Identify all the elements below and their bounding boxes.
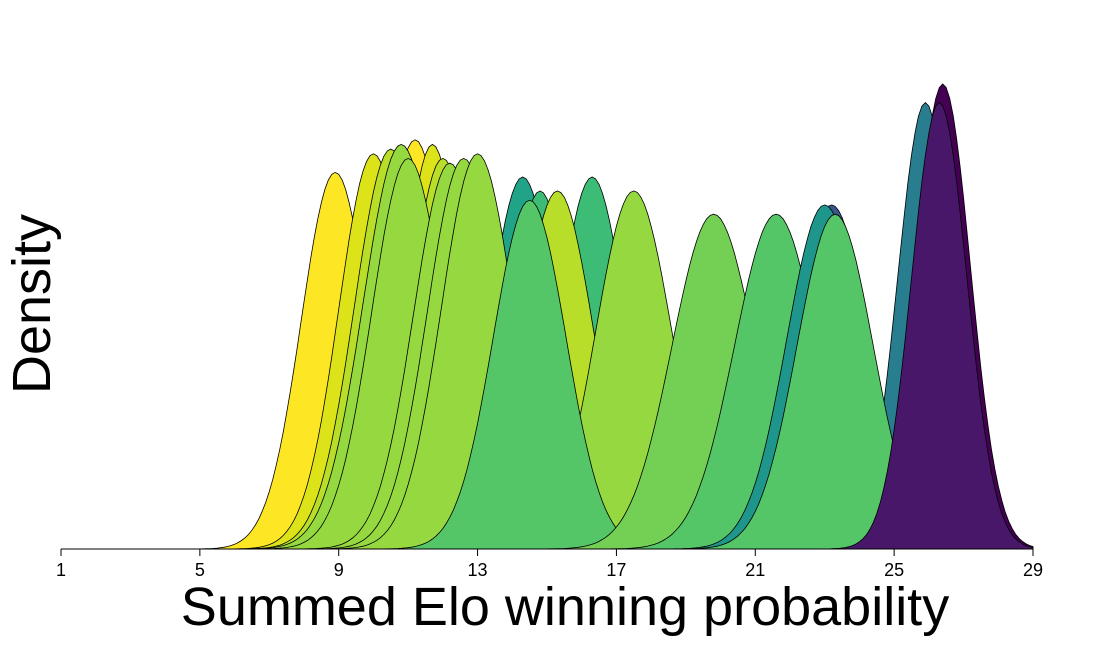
x-tick-label: 5 [195,560,205,580]
x-tick-label: 1 [56,560,66,580]
x-tick-label: 21 [745,560,765,580]
x-axis-title: Summed Elo winning probability [181,577,949,637]
x-axis-ticks: 1 5 9 13 17 21 25 29 [56,549,1043,580]
x-tick-label: 29 [1023,560,1043,580]
density-ridges [61,83,1034,550]
x-tick-label: 17 [606,560,626,580]
x-tick-label: 9 [334,560,344,580]
x-tick-label: 13 [468,560,488,580]
y-axis-title: Density [2,214,62,394]
x-tick-label: 25 [884,560,904,580]
